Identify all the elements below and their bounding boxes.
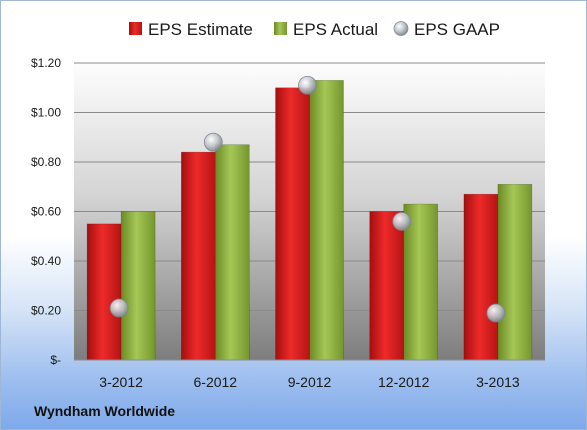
legend-swatch-gaap xyxy=(393,21,409,36)
y-tick-label: $1.20 xyxy=(31,56,61,70)
x-tick-label: 6-2012 xyxy=(194,374,238,390)
y-tick-label: $0.60 xyxy=(31,205,61,219)
bar-estimate xyxy=(369,211,405,361)
x-axis-ticks: 3-2012 6-2012 9-2012 12-2012 3-2013 xyxy=(99,374,520,390)
bars xyxy=(86,80,533,361)
company-name: Wyndham Worldwide xyxy=(34,403,176,419)
legend-label-estimate: EPS Estimate xyxy=(148,20,253,39)
y-tick-label: $- xyxy=(50,353,61,367)
y-tick-label: $0.20 xyxy=(31,304,61,318)
bar-estimate xyxy=(275,87,310,361)
bar-actual xyxy=(120,211,156,361)
x-tick-label: 3-2012 xyxy=(99,374,143,390)
y-axis-ticks: $- $0.20 $0.40 $0.60 $0.80 $1.00 $1.20 xyxy=(31,56,61,367)
legend-swatch-actual xyxy=(274,22,287,35)
gaap-marker xyxy=(109,298,129,318)
legend: EPS Estimate EPS Actual EPS GAAP xyxy=(129,20,500,39)
bar-actual xyxy=(403,203,439,361)
y-tick-label: $0.40 xyxy=(31,254,61,268)
bar-actual xyxy=(497,183,533,361)
gaap-marker xyxy=(392,211,412,231)
bar-actual xyxy=(215,144,250,361)
legend-label-actual: EPS Actual xyxy=(293,20,378,39)
legend-swatch-estimate xyxy=(129,22,142,35)
gaap-marker xyxy=(203,132,223,152)
x-tick-label: 12-2012 xyxy=(378,374,430,390)
legend-label-gaap: EPS GAAP xyxy=(414,20,500,39)
y-tick-label: $1.00 xyxy=(31,106,61,120)
x-tick-label: 9-2012 xyxy=(288,374,332,390)
x-tick-label: 3-2013 xyxy=(476,374,520,390)
gaap-marker xyxy=(486,303,506,323)
bar-actual xyxy=(309,80,344,361)
bar-estimate xyxy=(86,223,122,361)
y-tick-label: $0.80 xyxy=(31,155,61,169)
gaap-marker xyxy=(298,75,317,95)
gaap-markers xyxy=(109,75,506,323)
bar-estimate xyxy=(463,193,499,361)
bar-estimate xyxy=(181,151,216,361)
